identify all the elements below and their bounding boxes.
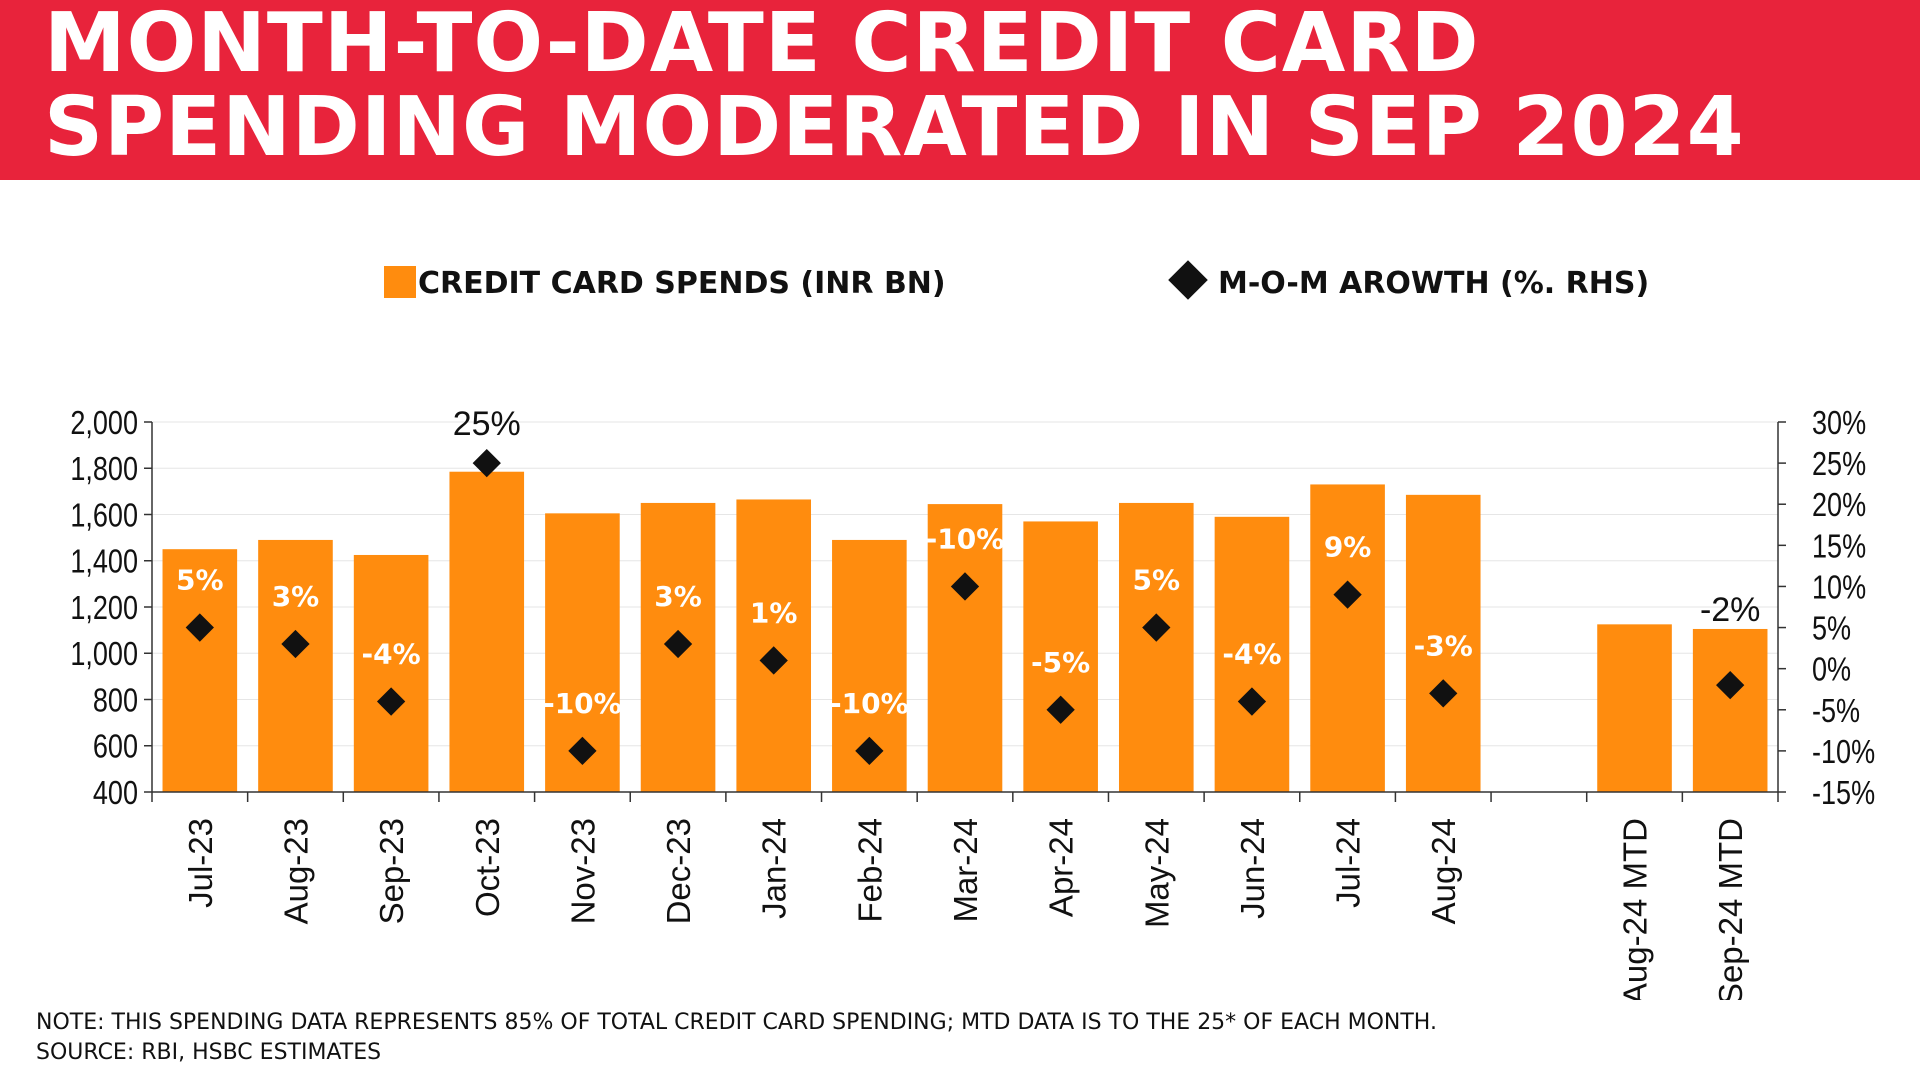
source-text: SOURCE: RBI, HSBC ESTIMATES	[36, 1040, 382, 1065]
x-label-oct-23: Oct-23	[469, 818, 506, 917]
bar-jan-24	[736, 499, 812, 792]
left-tick-label: 600	[93, 729, 138, 765]
growth-label-jul-24: 9%	[1324, 531, 1372, 564]
growth-label-nov-23: -10%	[543, 687, 622, 720]
right-tick-label: 15%	[1812, 529, 1866, 565]
bar-series	[162, 471, 1768, 792]
legend-bar-swatch	[384, 266, 416, 298]
growth-label-jul-23: 5%	[176, 564, 224, 597]
left-tick-label: 400	[93, 776, 138, 812]
growth-label-aug-23: 3%	[272, 580, 320, 613]
growth-label-mar-24: -10%	[926, 522, 1005, 555]
bar-oct-23	[449, 471, 525, 792]
x-label-aug-24-mtd: Aug-24 MTD	[1617, 818, 1654, 1000]
left-tick-label: 1,000	[70, 637, 138, 673]
left-tick-label: 1,600	[70, 498, 138, 534]
growth-marker-jul-23	[185, 613, 214, 642]
x-label-jan-24: Jan-24	[756, 818, 793, 919]
growth-marker-oct-23	[472, 448, 501, 478]
right-tick-label: -15%	[1812, 776, 1875, 812]
x-label-jul-23: Jul-23	[182, 818, 219, 908]
right-tick-label: 10%	[1812, 570, 1866, 606]
x-label-mar-24: Mar-24	[947, 818, 984, 923]
bar-mar-24	[927, 504, 1003, 792]
bar-sep-23	[353, 554, 429, 792]
growth-label-jan-24: 1%	[750, 596, 798, 629]
axes	[144, 421, 1786, 802]
data-labels: 5% 3% -4% 25% -10% 3% 1% -10% -10% -5% 5% -4% 9% -3% -…	[176, 405, 1760, 720]
legend-diamond-swatch	[1168, 260, 1208, 300]
growth-marker-feb-24	[855, 736, 884, 766]
growth-marker-jul-24	[1333, 580, 1362, 609]
bar-jun-24	[1214, 516, 1290, 792]
growth-marker-may-24	[1142, 613, 1171, 642]
legend: CREDIT CARD SPENDS (INR BN) M-O-M AROWTH…	[384, 260, 1649, 301]
x-label-feb-24: Feb-24	[851, 818, 888, 923]
growth-label-jun-24: -4%	[1222, 638, 1281, 671]
chart-title: MONTH-TO-DATE CREDIT CARD SPENDING MODER…	[44, 2, 1904, 170]
growth-label-sep-23: -4%	[362, 638, 421, 671]
x-label-jul-24: Jul-24	[1330, 818, 1367, 908]
growth-label-apr-24: -5%	[1031, 646, 1090, 679]
bar-aug-23	[258, 539, 333, 792]
right-tick-label: 5%	[1812, 611, 1851, 647]
right-tick-label: 25%	[1812, 447, 1866, 483]
growth-label-oct-23: 25%	[453, 405, 521, 443]
left-tick-label: 1,800	[70, 452, 138, 488]
growth-marker-sep-23	[376, 687, 406, 716]
bar-jul-23	[162, 549, 238, 792]
note-text: NOTE: THIS SPENDING DATA REPRESENTS 85% …	[36, 1010, 1437, 1035]
title-line-1: MONTH-TO-DATE CREDIT CARD	[44, 0, 1480, 91]
growth-marker-nov-23	[568, 736, 597, 766]
x-label-dec-23: Dec-23	[660, 818, 697, 924]
bar-aug-24	[1405, 494, 1481, 792]
x-label-sep-24-mtd: Sep-24 MTD	[1712, 818, 1749, 1000]
footnotes: NOTE: THIS SPENDING DATA REPRESENTS 85% …	[36, 1008, 1896, 1068]
x-label-apr-24: Apr-24	[1043, 818, 1080, 917]
growth-marker-aug-24	[1429, 679, 1458, 708]
left-tick-label: 800	[93, 683, 138, 719]
growth-label-aug-24: -3%	[1414, 629, 1473, 662]
right-tick-label: 0%	[1812, 652, 1851, 688]
tick-labels: 400 600 800 1,000 1,200 1,400 1,600 1,800 2,000 -…	[70, 406, 1875, 1000]
growth-marker-jun-24	[1237, 687, 1267, 716]
left-tick-label: 1,200	[70, 591, 138, 627]
x-label-may-24: May-24	[1138, 818, 1175, 928]
credit-card-spends-chart: 5% 3% -4% 25% -10% 3% 1% -10% -10% -5% 5% -4% 9% -3% -…	[70, 260, 1875, 1000]
growth-marker-apr-24	[1046, 695, 1075, 724]
growth-label-dec-23: 3%	[654, 580, 702, 613]
growth-marker-sep-24-mtd	[1716, 670, 1745, 700]
bar-jul-24	[1310, 484, 1385, 792]
legend-growth-label: M-O-M AROWTH (%. RHS)	[1218, 266, 1649, 301]
growth-marker-dec-23	[663, 629, 693, 659]
bar-sep-24-mtd	[1692, 628, 1768, 792]
x-label-sep-23: Sep-23	[373, 818, 410, 924]
right-tick-label: 20%	[1812, 488, 1866, 524]
title-line-2: SPENDING MODERATED IN SEP 2024	[44, 80, 1745, 175]
x-label-aug-24: Aug-24	[1425, 818, 1462, 924]
growth-label-feb-24: -10%	[830, 687, 909, 720]
growth-marker-aug-23	[281, 629, 310, 659]
right-tick-label: -10%	[1812, 734, 1875, 770]
bar-may-24	[1118, 502, 1194, 792]
x-label-jun-24: Jun-24	[1234, 818, 1271, 919]
left-tick-label: 1,400	[70, 544, 138, 580]
bar-apr-24	[1023, 521, 1098, 792]
x-label-aug-23: Aug-23	[277, 818, 314, 924]
legend-bar-label: CREDIT CARD SPENDS (INR BN)	[418, 266, 946, 301]
title-banner: MONTH-TO-DATE CREDIT CARD SPENDING MODER…	[0, 0, 1920, 180]
growth-marker-mar-24	[950, 572, 980, 601]
right-tick-label: 30%	[1812, 406, 1866, 442]
x-label-nov-23: Nov-23	[564, 818, 601, 924]
left-tick-label: 2,000	[70, 406, 138, 442]
growth-label-sep-24-mtd: -2%	[1700, 591, 1760, 629]
growth-marker-jan-24	[759, 646, 788, 675]
right-tick-label: -5%	[1812, 693, 1860, 729]
bar-aug-24-mtd	[1597, 624, 1672, 792]
growth-series	[185, 448, 1745, 766]
growth-label-may-24: 5%	[1133, 564, 1181, 597]
